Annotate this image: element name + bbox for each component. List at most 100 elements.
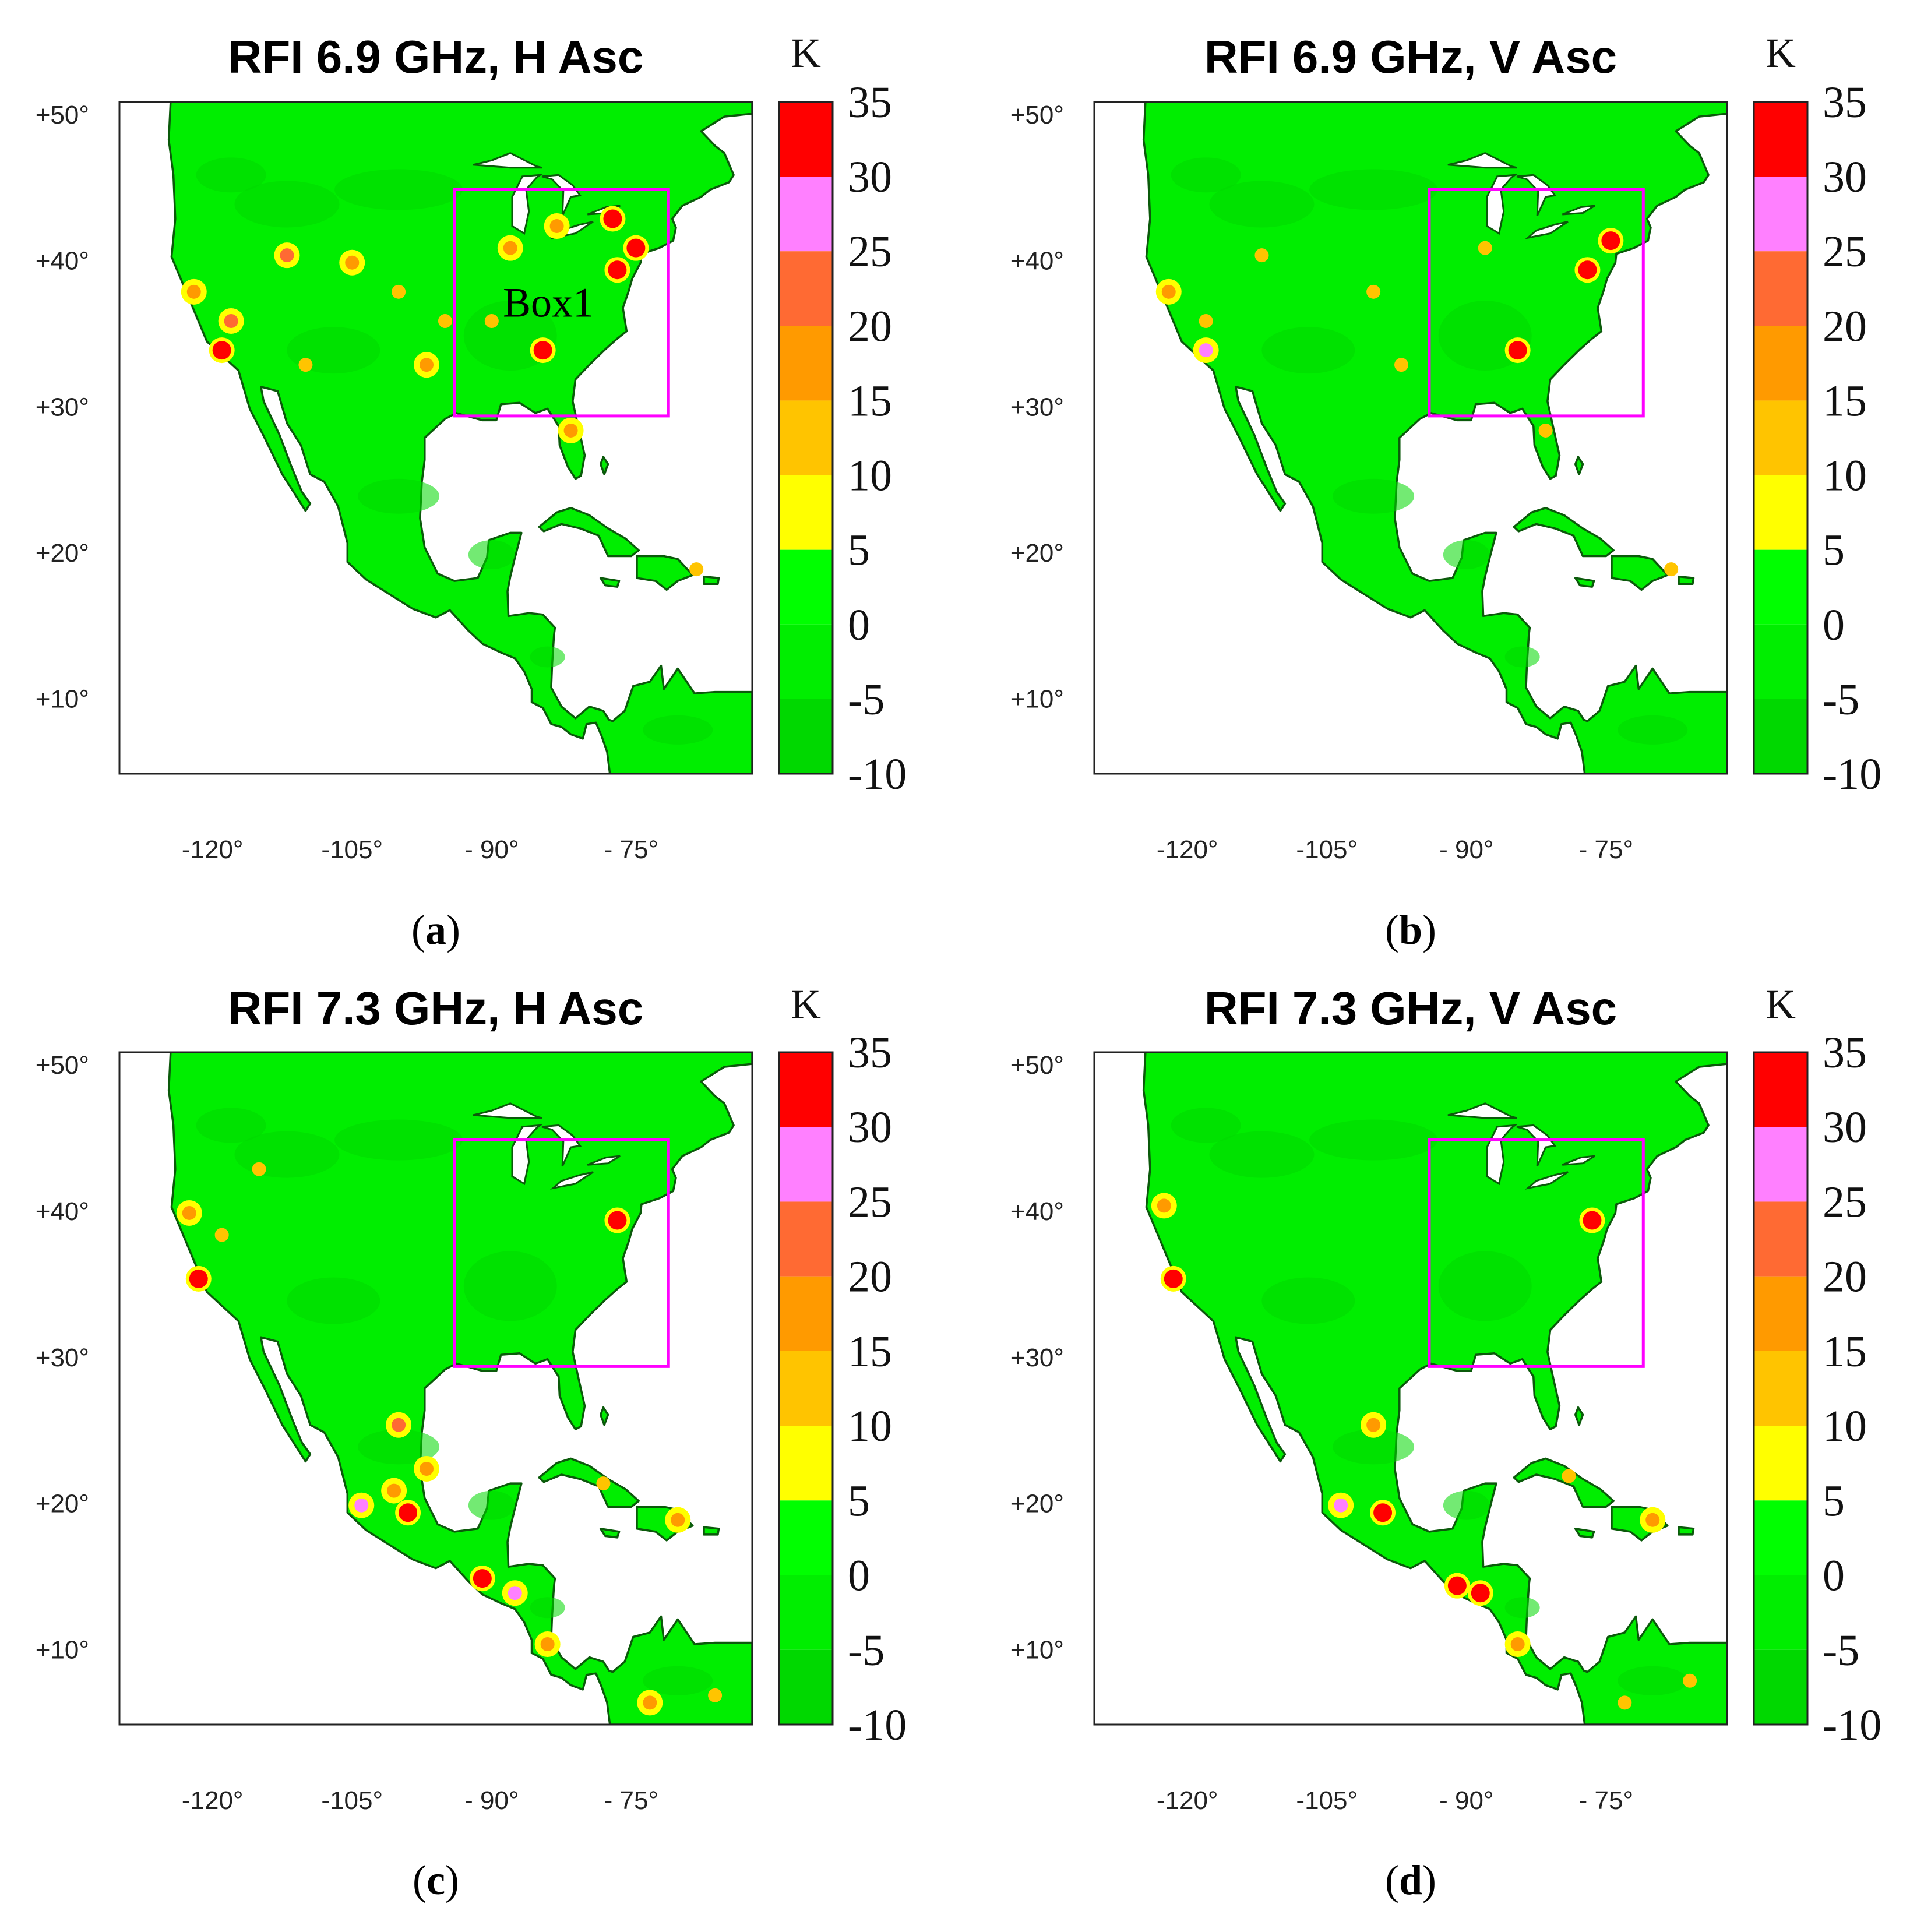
panel-d-hotspot bbox=[1471, 1584, 1490, 1603]
panel-a-panel-letter: a bbox=[425, 907, 446, 953]
panel-b-colorbar-tick-label: 10 bbox=[1823, 452, 1867, 500]
panel-c-colorbar-tick-label: 35 bbox=[848, 1028, 892, 1077]
panel-d-colorbar-band bbox=[1754, 1276, 1807, 1351]
panel-b-great-lake bbox=[1516, 174, 1557, 217]
panel-b-colorbar-band bbox=[1754, 699, 1807, 774]
panel-a-y-tick-label: +50° bbox=[36, 101, 89, 129]
panel-a-hotspot bbox=[533, 341, 552, 360]
panel-d-panel-paren-open: ( bbox=[1385, 1857, 1399, 1903]
panel-a-colorbar-frame bbox=[778, 101, 834, 775]
panel-c-colorbar-frame bbox=[778, 1051, 834, 1726]
panel-d-hotspot bbox=[1366, 1418, 1381, 1432]
panel-c-cold-patch bbox=[643, 1666, 713, 1695]
panel-d-colorbar-tick-label: 10 bbox=[1823, 1402, 1867, 1451]
panel-c-colorbar-band bbox=[779, 1276, 833, 1351]
panel-b-colorbar-band bbox=[1754, 624, 1807, 699]
panel-d-colorbar-tick-label: 15 bbox=[1823, 1327, 1867, 1376]
panel-b-colorbar-band bbox=[1754, 475, 1807, 550]
panel-a-colorbar-band bbox=[779, 326, 833, 401]
panel-a-colorbar-tick-label: 20 bbox=[848, 302, 892, 351]
panel-b-hotspot bbox=[1394, 358, 1409, 372]
panel-c-hotspot bbox=[214, 1228, 229, 1242]
panel-d-hotspot bbox=[1373, 1503, 1393, 1522]
panel-a-cold-patch bbox=[334, 169, 463, 210]
panel-d-x-tick-label: -120° bbox=[1157, 1786, 1218, 1815]
panel-b-y-tick-label: +50° bbox=[1010, 101, 1064, 129]
panel-a-y-tick-label: +20° bbox=[36, 539, 89, 567]
panel-c-cold-patch bbox=[334, 1119, 463, 1161]
panel-c-hotspot bbox=[387, 1483, 401, 1498]
panel-a-hotspot bbox=[626, 238, 646, 258]
panel-c-colorbar-tick-label: 25 bbox=[848, 1177, 892, 1226]
panel-b-x-tick-label: - 90° bbox=[1439, 835, 1493, 864]
panel-c-hotspot bbox=[420, 1461, 434, 1476]
panel-c-box1 bbox=[453, 1138, 670, 1368]
panel-a-cold-patch bbox=[530, 646, 565, 668]
panel-a-colorbar-band bbox=[779, 475, 833, 550]
panel-d-y-tick-label: +30° bbox=[1010, 1344, 1064, 1372]
panel-c-cold-patch bbox=[287, 1277, 380, 1324]
panel-a-hotspot bbox=[484, 313, 499, 328]
panel-d-colorbar-tick-label: 0 bbox=[1823, 1552, 1845, 1600]
panel-a-hotspot bbox=[549, 219, 564, 234]
panel-a-hotspot bbox=[603, 209, 622, 228]
panel-a-cold-patch bbox=[234, 181, 340, 228]
panel-c-y-tick-label: +50° bbox=[36, 1051, 89, 1080]
panel-b-great-lake bbox=[1524, 221, 1569, 239]
panel-d-hotspot bbox=[1618, 1695, 1632, 1710]
panel-d-cold-patch bbox=[1209, 1131, 1315, 1178]
panel-b-panel-paren-open: ( bbox=[1385, 907, 1399, 953]
panel-b-hotspot bbox=[1538, 423, 1553, 438]
panel-c-colorbar-tick-label: 20 bbox=[848, 1253, 892, 1302]
panel-b-hotspot bbox=[1578, 260, 1597, 280]
panel-d-colorbar-band bbox=[1754, 1426, 1807, 1501]
panel-d-hotspot bbox=[1164, 1269, 1183, 1288]
panel-a-y-tick-label: +40° bbox=[36, 247, 89, 276]
panel-b-cold-patch bbox=[1504, 646, 1540, 668]
panel-c-y-tick-label: +20° bbox=[36, 1490, 89, 1518]
panel-b-great-lake bbox=[1562, 205, 1595, 216]
panel-a-colorbar-band bbox=[779, 549, 833, 625]
panel-b-y-tick-label: +30° bbox=[1010, 393, 1064, 421]
panel-c-colorbar-band bbox=[779, 1500, 833, 1575]
panel-c-y-tick-label: +40° bbox=[36, 1197, 89, 1226]
panel-b: RFI 6.9 GHz, V Asc +50° +40° +30° +20° +10° -1… bbox=[1010, 30, 1882, 953]
panel-d-y-tick-label: +10° bbox=[1010, 1636, 1064, 1665]
panel-c-panel-label: (c) bbox=[413, 1857, 459, 1903]
panel-c-cold-patch bbox=[358, 1429, 440, 1465]
panel-a-box1-label: Box1 bbox=[503, 279, 594, 326]
panel-d-great-lake bbox=[1447, 1102, 1517, 1119]
panel-a-colorbar-band bbox=[779, 699, 833, 774]
panel-b-colorbar-unit: K bbox=[1766, 30, 1796, 76]
panel-b-hotspot bbox=[1508, 341, 1527, 360]
panel-c-map bbox=[119, 1052, 752, 1725]
panel-a-x-tick-label: -105° bbox=[321, 835, 383, 864]
panel-d-colorbar-tick-label: 20 bbox=[1823, 1253, 1867, 1302]
panel-d-colorbar-tick-label: -5 bbox=[1823, 1626, 1859, 1675]
panel-b-colorbar-tick-label: 15 bbox=[1823, 376, 1867, 425]
panel-b-colorbar-tick-label: 30 bbox=[1823, 153, 1867, 202]
panel-b-hotspot bbox=[1161, 284, 1176, 299]
panel-c-hotspot bbox=[596, 1476, 611, 1491]
panel-d-x-tick-label: - 90° bbox=[1439, 1786, 1493, 1815]
panel-c-panel-letter: c bbox=[427, 1857, 445, 1903]
panel-b-island bbox=[1678, 575, 1695, 585]
panel-b-title: RFI 6.9 GHz, V Asc bbox=[1204, 31, 1617, 83]
panel-d-cold-patch bbox=[1171, 1108, 1241, 1143]
panel-d-great-lake bbox=[1562, 1155, 1595, 1166]
panel-b-box1 bbox=[1428, 188, 1645, 418]
panel-a-hotspot bbox=[280, 248, 294, 263]
panel-a-cold-patch bbox=[358, 478, 440, 514]
panel-a-hotspot bbox=[212, 341, 231, 360]
panel-c-island bbox=[538, 1457, 640, 1508]
panel-a-island bbox=[538, 507, 640, 558]
panel-b-map bbox=[1094, 102, 1727, 774]
panel-d-hotspot bbox=[1447, 1576, 1467, 1595]
panel-a-panel-label: (a) bbox=[411, 907, 460, 953]
panel-a-colorbar-band bbox=[779, 177, 833, 252]
panel-d-cold-patch bbox=[1438, 1251, 1532, 1321]
panel-a-panel-paren-close: ) bbox=[446, 907, 460, 953]
panel-d-colorbar-band bbox=[1754, 1127, 1807, 1202]
panel-d-hotspot bbox=[1683, 1673, 1697, 1688]
panel-c-hotspot bbox=[708, 1688, 723, 1702]
